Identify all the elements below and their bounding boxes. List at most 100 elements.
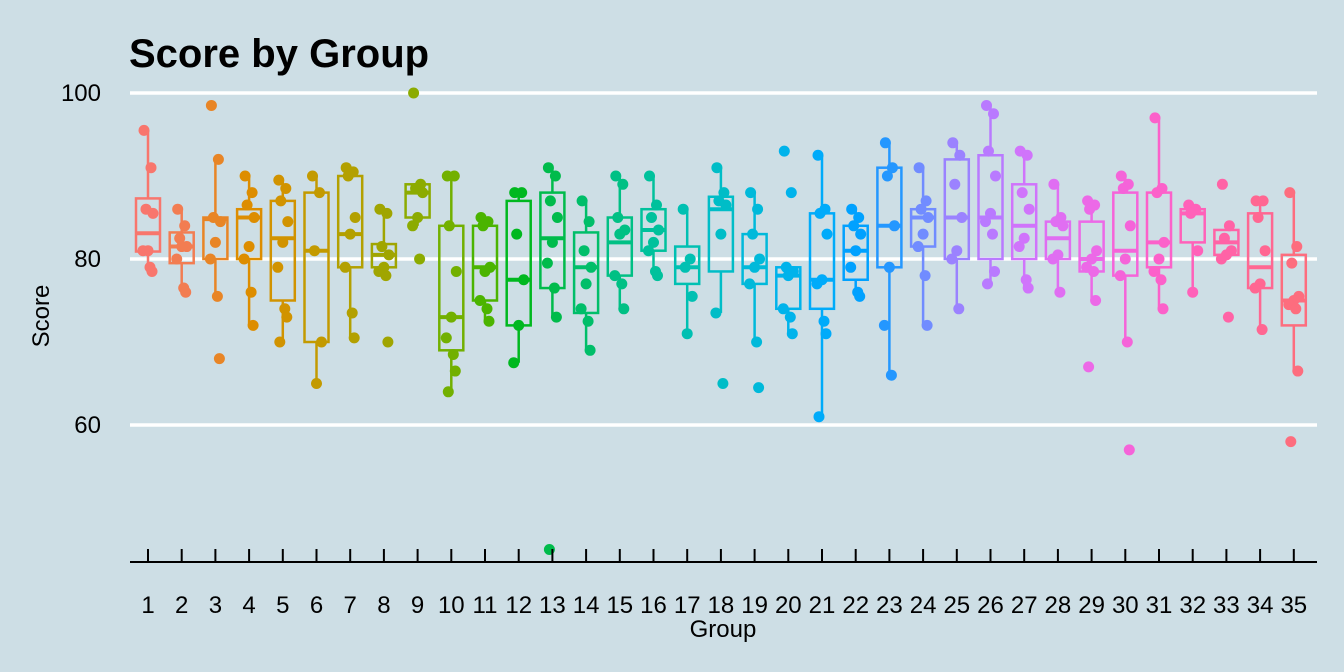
point-group-30 xyxy=(1117,182,1129,194)
point-group-26 xyxy=(989,265,1000,277)
point-group-18 xyxy=(710,307,722,319)
point-group-16 xyxy=(653,224,664,236)
point-group-19 xyxy=(744,278,756,290)
point-group-10 xyxy=(442,386,454,398)
point-group-1 xyxy=(146,265,158,277)
x-tick-label-29: 29 xyxy=(1078,592,1105,619)
point-group-18 xyxy=(720,199,732,211)
x-tick-label-17: 17 xyxy=(674,592,701,619)
point-group-18 xyxy=(715,228,727,240)
point-group-24 xyxy=(912,241,924,253)
x-tick-label-12: 12 xyxy=(505,592,532,619)
point-group-15 xyxy=(617,178,629,190)
x-tick-label-16: 16 xyxy=(640,592,667,619)
point-group-22 xyxy=(854,290,866,302)
point-group-31 xyxy=(1151,187,1163,199)
point-group-8 xyxy=(381,207,393,219)
point-group-4 xyxy=(246,187,258,199)
y-tick-label-80: 80 xyxy=(74,246,101,273)
point-group-12 xyxy=(518,274,530,286)
point-group-10 xyxy=(445,311,457,323)
box xyxy=(1280,253,1308,327)
point-group-19 xyxy=(752,203,764,215)
point-group-31 xyxy=(1157,303,1169,315)
point-group-32 xyxy=(1185,207,1197,219)
point-group-11 xyxy=(481,303,493,315)
point-group-21 xyxy=(814,207,826,219)
box xyxy=(572,231,600,315)
x-tick-label-21: 21 xyxy=(809,592,836,619)
point-group-23 xyxy=(886,162,898,174)
point-group-23 xyxy=(888,220,900,232)
point-group-24 xyxy=(921,319,933,331)
point-group-29 xyxy=(1090,295,1102,306)
point-group-21 xyxy=(820,328,832,340)
x-axis-title: Group xyxy=(690,616,757,643)
point-group-10 xyxy=(449,365,461,377)
point-group-12 xyxy=(516,187,528,199)
point-group-10 xyxy=(440,332,452,344)
point-group-30 xyxy=(1121,336,1133,348)
point-group-30 xyxy=(1123,444,1135,456)
box-group-27 xyxy=(1010,151,1038,289)
x-tick-label-31: 31 xyxy=(1146,592,1173,619)
point-group-27 xyxy=(1020,274,1032,286)
point-group-6 xyxy=(311,378,322,389)
point-group-4 xyxy=(243,241,255,253)
x-tick-label-23: 23 xyxy=(876,592,903,619)
point-group-14 xyxy=(580,278,592,290)
point-group-15 xyxy=(609,270,621,282)
point-group-18 xyxy=(711,162,723,174)
point-group-26 xyxy=(982,278,993,290)
point-group-2 xyxy=(174,232,186,244)
point-group-10 xyxy=(450,265,462,277)
point-group-32 xyxy=(1187,286,1199,298)
point-group-19 xyxy=(745,187,757,199)
point-group-2 xyxy=(171,253,183,265)
x-tick-label-5: 5 xyxy=(276,592,289,619)
point-group-6 xyxy=(314,187,325,199)
point-group-8 xyxy=(380,270,392,282)
point-group-4 xyxy=(248,212,260,223)
point-group-10 xyxy=(448,170,460,182)
x-tick-label-24: 24 xyxy=(910,592,937,619)
point-group-3 xyxy=(204,253,216,265)
x-tick-label-30: 30 xyxy=(1112,592,1139,619)
point-group-6 xyxy=(307,170,318,182)
point-group-5 xyxy=(275,195,287,207)
point-group-23 xyxy=(883,261,895,273)
point-group-12 xyxy=(508,357,520,369)
point-group-6 xyxy=(309,245,320,257)
point-group-17 xyxy=(684,253,696,265)
point-group-8 xyxy=(382,336,394,348)
point-group-11 xyxy=(479,265,491,277)
x-tick-label-32: 32 xyxy=(1179,592,1206,619)
point-group-24 xyxy=(917,228,929,240)
point-group-22 xyxy=(855,228,867,240)
point-group-7 xyxy=(344,228,356,240)
x-tick-label-22: 22 xyxy=(842,592,869,619)
point-group-7 xyxy=(346,307,358,319)
point-group-22 xyxy=(850,245,862,257)
point-group-7 xyxy=(348,332,360,344)
point-group-15 xyxy=(616,278,628,290)
point-group-1 xyxy=(147,207,159,219)
point-group-15 xyxy=(614,228,626,240)
point-group-28 xyxy=(1048,178,1060,190)
point-group-24 xyxy=(920,195,932,207)
x-tick-label-13: 13 xyxy=(539,592,566,619)
point-group-13 xyxy=(549,170,561,182)
x-tick-label-25: 25 xyxy=(943,592,970,619)
point-group-23 xyxy=(879,137,891,149)
point-group-9 xyxy=(414,253,426,265)
point-group-34 xyxy=(1256,324,1268,336)
point-group-26 xyxy=(988,108,999,120)
point-group-13 xyxy=(551,212,563,223)
point-group-1 xyxy=(138,124,150,136)
point-group-28 xyxy=(1054,286,1066,298)
x-tick-label-14: 14 xyxy=(573,592,600,619)
point-group-30 xyxy=(1115,170,1127,182)
point-group-31 xyxy=(1155,274,1167,286)
x-axis: 1 2 3 4 5 6 7 8 9 10 11 12 13 14 15 16 17 18 19 20 21 22 23 24 2… xyxy=(141,549,1307,619)
